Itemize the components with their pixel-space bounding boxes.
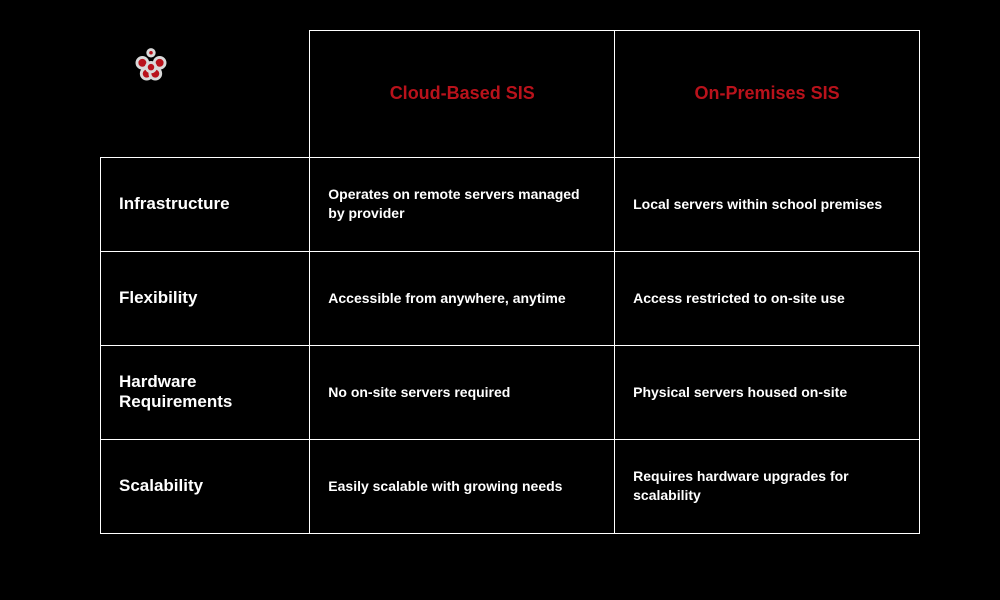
table-body: Infrastructure Operates on remote server… — [101, 157, 920, 533]
column-header-cloud: Cloud-Based SIS — [310, 31, 615, 158]
table-row: Hardware Requirements No on-site servers… — [101, 345, 920, 439]
row-label: Infrastructure — [119, 194, 291, 214]
logo-header-cell — [101, 31, 310, 158]
row-label: Flexibility — [119, 288, 291, 308]
row-label-cell: Scalability — [101, 439, 310, 533]
cell-text: Requires hardware upgrades for scalabili… — [633, 467, 901, 505]
table-row: Flexibility Accessible from anywhere, an… — [101, 251, 920, 345]
column-header-label: On-Premises SIS — [633, 83, 901, 104]
row-label-cell: Flexibility — [101, 251, 310, 345]
cell-text: Physical servers housed on-site — [633, 383, 901, 402]
cloud-cell: No on-site servers required — [310, 345, 615, 439]
onprem-cell: Local servers within school premises — [615, 157, 920, 251]
column-header-onprem: On-Premises SIS — [615, 31, 920, 158]
cloud-cell: Accessible from anywhere, anytime — [310, 251, 615, 345]
row-label: Scalability — [119, 476, 291, 496]
brand-logo-icon — [133, 47, 169, 88]
table-row: Scalability Easily scalable with growing… — [101, 439, 920, 533]
page-root: Cloud-Based SIS On-Premises SIS Infrastr… — [0, 0, 1000, 600]
row-label: Hardware Requirements — [119, 372, 291, 412]
cell-text: Operates on remote servers managed by pr… — [328, 185, 596, 223]
cell-text: Access restricted to on-site use — [633, 289, 901, 308]
onprem-cell: Access restricted to on-site use — [615, 251, 920, 345]
row-label-cell: Hardware Requirements — [101, 345, 310, 439]
cloud-cell: Operates on remote servers managed by pr… — [310, 157, 615, 251]
row-label-cell: Infrastructure — [101, 157, 310, 251]
cell-text: Easily scalable with growing needs — [328, 477, 596, 496]
comparison-table: Cloud-Based SIS On-Premises SIS Infrastr… — [100, 30, 920, 534]
cell-text: No on-site servers required — [328, 383, 596, 402]
cell-text: Local servers within school premises — [633, 195, 901, 214]
onprem-cell: Physical servers housed on-site — [615, 345, 920, 439]
onprem-cell: Requires hardware upgrades for scalabili… — [615, 439, 920, 533]
table-row: Infrastructure Operates on remote server… — [101, 157, 920, 251]
table-header-row: Cloud-Based SIS On-Premises SIS — [101, 31, 920, 158]
cell-text: Accessible from anywhere, anytime — [328, 289, 596, 308]
column-header-label: Cloud-Based SIS — [328, 83, 596, 104]
cloud-cell: Easily scalable with growing needs — [310, 439, 615, 533]
